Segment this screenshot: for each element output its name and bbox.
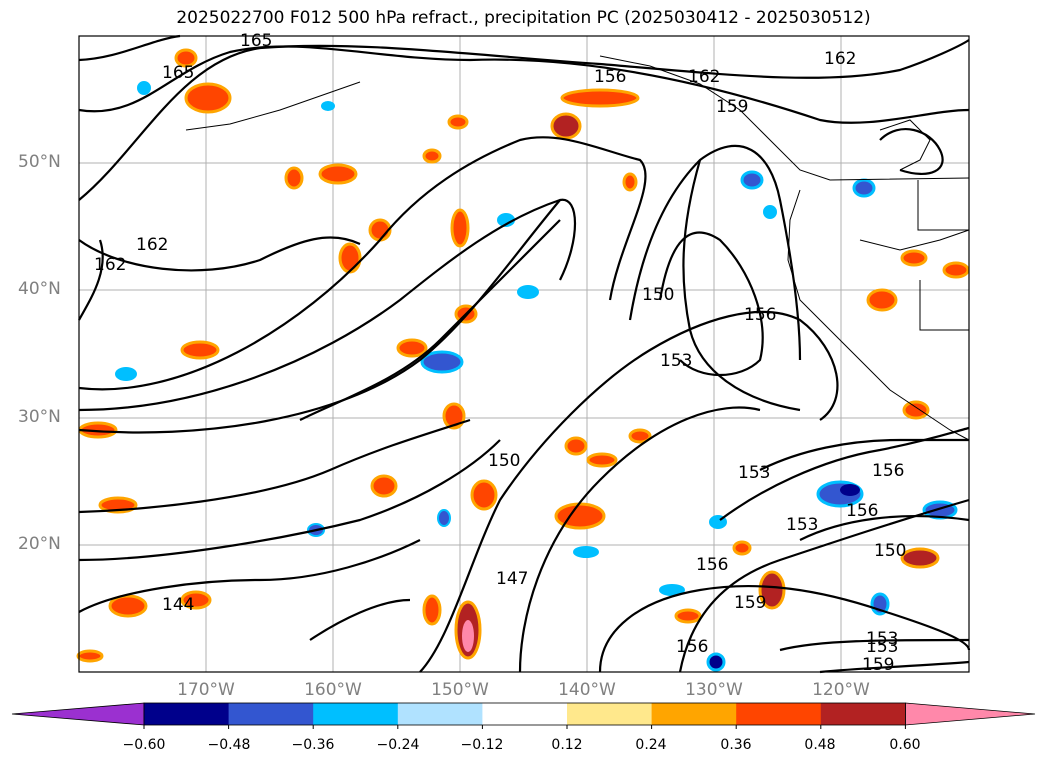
precip-positive-areas <box>76 48 970 663</box>
contour-label: 153 <box>786 515 818 535</box>
colorbar-segment <box>144 703 230 725</box>
height-contours <box>78 34 971 674</box>
contour-label: 162 <box>824 49 856 69</box>
contour-label: 156 <box>676 637 708 657</box>
colorbar-segment <box>313 703 399 725</box>
contour-label: 147 <box>496 569 528 589</box>
lon-label-150w: 150°W <box>431 680 489 700</box>
contour-labels: 165 165 162 162 162 162 159 156 156 153 … <box>94 31 906 675</box>
contour-label: 156 <box>594 67 626 87</box>
colorbar-segment <box>397 703 483 725</box>
contour-label: 162 <box>136 235 168 255</box>
gridlines <box>79 36 969 672</box>
colorbar-tick: 0.24 <box>635 737 667 753</box>
lat-label-20n: 20°N <box>18 534 61 554</box>
colorbar-tick: −0.24 <box>376 737 420 753</box>
colorbar-segments <box>11 702 1036 729</box>
contour-label: 159 <box>734 593 766 613</box>
colorbar-extend-low <box>11 702 145 726</box>
lon-label-170w: 170°W <box>177 680 235 700</box>
lon-label-140w: 140°W <box>558 680 616 700</box>
contour-label: 144 <box>162 595 194 615</box>
contour-label: 162 <box>688 67 720 87</box>
colorbar-segment <box>228 703 314 725</box>
contour-label: 150 <box>488 451 520 471</box>
colorbar-segment <box>736 703 822 725</box>
contour-label: 165 <box>162 63 194 83</box>
colorbar-segment <box>482 703 568 725</box>
contour-label: 159 <box>862 655 894 675</box>
contour-label: 153 <box>866 629 898 649</box>
lon-label-130w: 130°W <box>685 680 743 700</box>
colorbar-segment <box>820 703 906 725</box>
contour-label: 162 <box>94 255 126 275</box>
colorbar-tick: 0.48 <box>804 737 836 753</box>
colorbar-segment <box>567 703 653 725</box>
colorbar-tick: −0.48 <box>207 737 251 753</box>
colorbar-outline <box>143 702 906 726</box>
contour-label: 156 <box>744 305 776 325</box>
contour-label: 153 <box>738 463 770 483</box>
contour-label: 156 <box>696 555 728 575</box>
colorbar-tick: 0.36 <box>720 737 752 753</box>
contour-label: 156 <box>872 461 904 481</box>
contour-label: 153 <box>660 351 692 371</box>
lat-label-30n: 30°N <box>18 407 61 427</box>
colorbar-extend-high <box>905 702 1036 726</box>
map-frame <box>78 35 970 673</box>
contour-label: 156 <box>846 501 878 521</box>
lon-label-160w: 160°W <box>304 680 362 700</box>
lat-label-40n: 40°N <box>18 279 61 299</box>
colorbar-tick: −0.60 <box>122 737 166 753</box>
contour-label: 159 <box>716 97 748 117</box>
contour-label: 150 <box>874 541 906 561</box>
lon-label-120w: 120°W <box>812 680 870 700</box>
colorbar-tick: −0.12 <box>460 737 504 753</box>
colorbar-tick: 0.60 <box>889 737 921 753</box>
contour-label: 153 <box>866 637 898 657</box>
map-title: 2025022700 F012 500 hPa refract., precip… <box>176 8 871 28</box>
colorbar-tick: −0.36 <box>291 737 335 753</box>
colorbar-tick: 0.12 <box>551 737 583 753</box>
colorbar-segment <box>651 703 737 725</box>
lat-label-50n: 50°N <box>18 152 61 172</box>
contour-label: 150 <box>642 285 674 305</box>
